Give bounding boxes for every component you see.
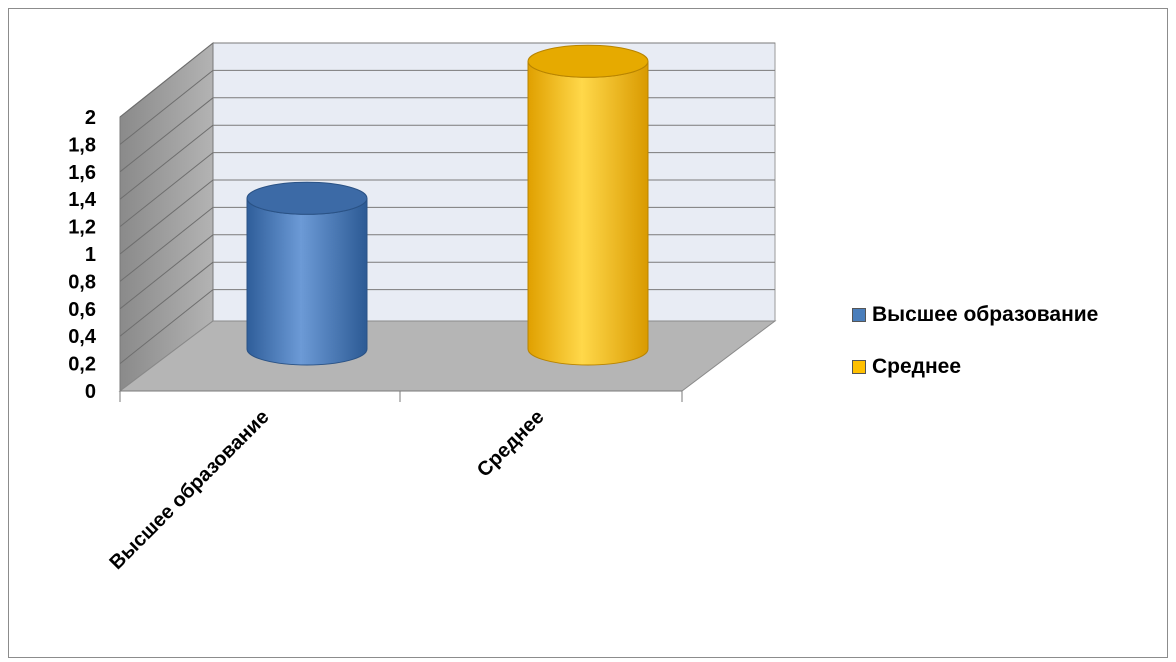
side-gridline: [119, 261, 214, 337]
bar-body: [527, 61, 649, 366]
x-tick-label: Высшее образование: [106, 406, 274, 574]
y-tick-label: 0: [85, 381, 96, 403]
y-tick-label: 1,8: [68, 134, 96, 156]
side-gridline: [119, 124, 214, 200]
side-gridline: [119, 179, 214, 255]
bar-top: [246, 181, 368, 215]
y-tick-label: 1,4: [68, 189, 97, 211]
bar: [527, 44, 649, 366]
legend-item: Среднее: [852, 352, 1167, 382]
gridlines: [119, 42, 775, 364]
y-tick-label: 2: [85, 107, 96, 129]
legend-item: Высшее образование: [852, 300, 1167, 330]
bar-body: [246, 198, 368, 366]
legend-label: Высшее образование: [872, 303, 1099, 326]
y-tick-label: 1,2: [68, 217, 96, 239]
y-tick-label: 0,2: [68, 354, 96, 376]
legend-swatch: [852, 308, 866, 322]
bar: [246, 181, 368, 366]
side-gridline: [119, 70, 214, 145]
y-tick-label: 1: [85, 244, 96, 266]
side-gridline: [119, 234, 214, 310]
y-tick-label: 0,8: [68, 271, 96, 293]
side-gridline: [119, 42, 214, 118]
side-gridline: [119, 97, 214, 173]
y-tick-label: 0,4: [68, 326, 97, 348]
side-gridline: [119, 207, 214, 282]
x-tick-label: Среднее: [473, 406, 549, 482]
legend-label: Среднее: [872, 355, 962, 378]
side-gridline: [119, 289, 214, 364]
legend-swatch: [852, 360, 866, 374]
y-tick-label: 0,6: [68, 299, 96, 321]
bars: [246, 44, 649, 366]
side-gridline: [119, 152, 214, 227]
legend: Высшее образование Среднее: [852, 300, 1167, 404]
y-tick-label: 1,6: [68, 162, 96, 184]
floor: [118, 320, 777, 392]
bar-top: [527, 44, 649, 78]
y-axis-tick-labels: 0 0,2 0,4 0,6 0,8 1 1,2 1,4 1,6 1,8 2: [68, 107, 97, 403]
